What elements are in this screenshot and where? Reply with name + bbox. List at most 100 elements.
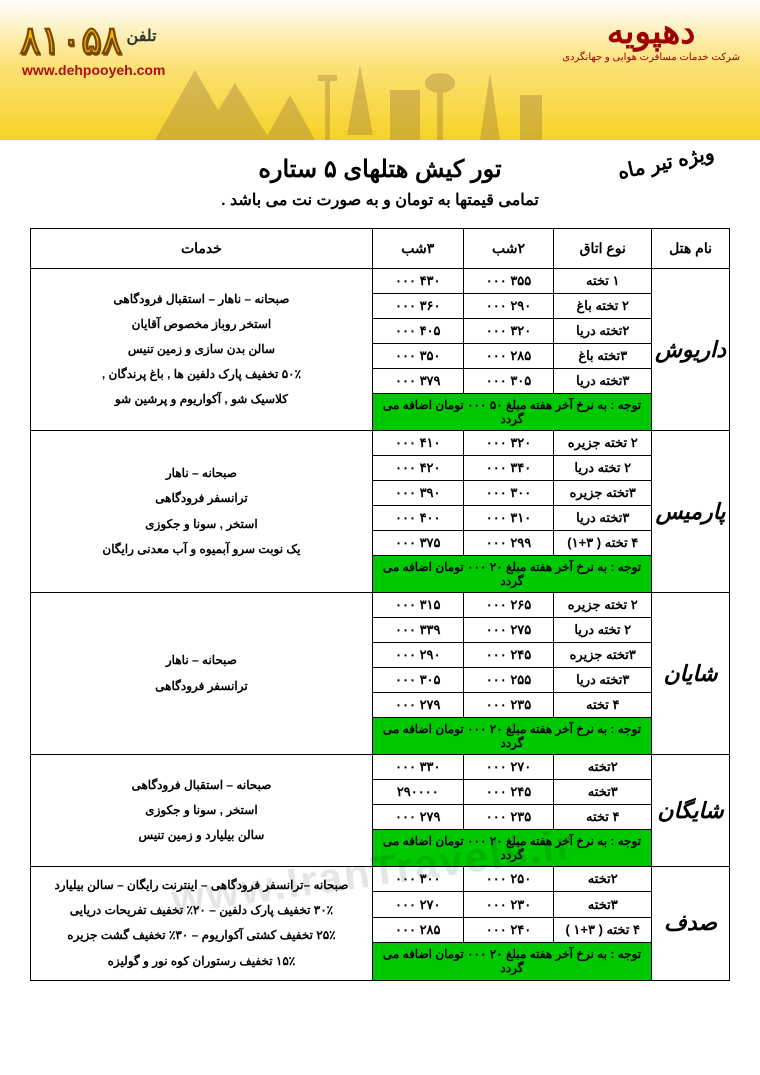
banner: دهپویه شرکت خدمات مسافرت هوایی و جهانگرد… [0,0,760,140]
room-type: ۳تخته دریا [554,506,652,531]
room-type: ۳تخته دریا [554,369,652,394]
price-2night: ۲۷۵ ۰۰۰ [463,618,554,643]
table-header: نام هتل نوع اتاق ۲شب ۳شب خدمات [31,229,730,269]
price-2night: ۳۱۰ ۰۰۰ [463,506,554,531]
services-cell: صبحانه –ترانسفر فرودگاهی – اینترنت رایگا… [31,867,373,981]
price-3night: ۴۱۰ ۰۰۰ [372,431,463,456]
hotel-name: شایگان [652,755,730,867]
price-2night: ۲۷۰ ۰۰۰ [463,755,554,780]
price-3night: ۲۷۹ ۰۰۰ [372,805,463,830]
room-type: ۲ تخته جزیره [554,431,652,456]
price-2night: ۳۲۰ ۰۰۰ [463,431,554,456]
price-row: صدف۲تخته۲۵۰ ۰۰۰۳۰۰ ۰۰۰صبحانه –ترانسفر فر… [31,867,730,892]
brand-name: دهپویه [562,12,740,52]
room-type: ۳تخته دریا [554,668,652,693]
price-3night: ۲۸۵ ۰۰۰ [372,917,463,942]
room-type: ۲ تخته باغ [554,294,652,319]
phone-label: تلفن [127,26,157,46]
hotel-name: شایان [652,593,730,755]
table-body: داریوش۱ تخته۳۵۵ ۰۰۰۴۳۰ ۰۰۰صبحانه – ناهار… [31,269,730,981]
price-2night: ۲۹۹ ۰۰۰ [463,531,554,556]
price-3night: ۲۷۹ ۰۰۰ [372,693,463,718]
note-cell: توجه : به نرخ آخر هفته مبلغ ۲۰ ۰۰۰ تومان… [372,718,651,755]
price-2night: ۳۲۰ ۰۰۰ [463,319,554,344]
price-3night: ۳۹۰ ۰۰۰ [372,481,463,506]
price-2night: ۲۳۵ ۰۰۰ [463,693,554,718]
price-3night: ۴۲۰ ۰۰۰ [372,456,463,481]
price-3night: ۳۶۰ ۰۰۰ [372,294,463,319]
room-type: ۲تخته [554,755,652,780]
price-3night: ۳۵۰ ۰۰۰ [372,344,463,369]
col-hotel: نام هتل [652,229,730,269]
hotel-name: داریوش [652,269,730,431]
note-cell: توجه : به نرخ آخر هفته مبلغ ۲۰ ۰۰۰ تومان… [372,830,651,867]
price-row: شایگان۲تخته۲۷۰ ۰۰۰۳۳۰ ۰۰۰صبحانه – استقبا… [31,755,730,780]
price-2night: ۳۰۰ ۰۰۰ [463,481,554,506]
room-type: ۱ تخته [554,269,652,294]
brand-block: دهپویه شرکت خدمات مسافرت هوایی و جهانگرد… [562,12,740,63]
page: ویژه تیر ماه تور کیش هتلهای ۵ ستاره تمام… [30,140,730,1006]
room-type: ۳تخته جزیره [554,481,652,506]
price-3night: ۲۹۰۰۰۰ [372,780,463,805]
room-type: ۴ تخته [554,805,652,830]
page-subtitle: تمامی قیمتها به تومان و به صورت نت می با… [30,190,730,210]
price-2night: ۲۳۵ ۰۰۰ [463,805,554,830]
price-row: پارمیس۲ تخته جزیره۳۲۰ ۰۰۰۴۱۰ ۰۰۰صبحانه –… [31,431,730,456]
price-3night: ۳۳۹ ۰۰۰ [372,618,463,643]
services-cell: صبحانه – ناهار – استقبال فرودگاهیاستخر ر… [31,269,373,431]
room-type: ۲ تخته جزیره [554,593,652,618]
price-2night: ۲۵۵ ۰۰۰ [463,668,554,693]
price-2night: ۲۴۰ ۰۰۰ [463,917,554,942]
room-type: ۳تخته باغ [554,344,652,369]
room-type: ۲ تخته دریا [554,618,652,643]
room-type: ۳تخته [554,892,652,917]
col-room: نوع اتاق [554,229,652,269]
room-type: ۴ تخته [554,693,652,718]
price-row: شایان۲ تخته جزیره۲۶۵ ۰۰۰۳۱۵ ۰۰۰صبحانه – … [31,593,730,618]
note-cell: توجه : به نرخ آخر هفته مبلغ ۵۰ ۰۰۰ تومان… [372,394,651,431]
price-3night: ۴۳۰ ۰۰۰ [372,269,463,294]
room-type: ۳تخته جزیره [554,643,652,668]
price-3night: ۲۹۰ ۰۰۰ [372,643,463,668]
price-2night: ۳۴۰ ۰۰۰ [463,456,554,481]
price-3night: ۳۱۵ ۰۰۰ [372,593,463,618]
price-2night: ۲۸۵ ۰۰۰ [463,344,554,369]
price-3night: ۳۳۰ ۰۰۰ [372,755,463,780]
price-2night: ۲۳۰ ۰۰۰ [463,892,554,917]
note-cell: توجه : به نرخ آخر هفته مبلغ ۲۰ ۰۰۰ تومان… [372,556,651,593]
phone-block: تلفن ۸۱۰۵۸ [20,18,157,63]
hotel-name: پارمیس [652,431,730,593]
price-2night: ۳۵۵ ۰۰۰ [463,269,554,294]
services-cell: صبحانه – ناهارترانسفر فرودگاهیاستخر , سو… [31,431,373,593]
brand-subtitle: شرکت خدمات مسافرت هوایی و جهانگردی [562,52,740,63]
phone-number: ۸۱۰۵۸ [20,20,122,62]
price-2night: ۲۹۰ ۰۰۰ [463,294,554,319]
hotel-name: صدف [652,867,730,981]
price-2night: ۲۴۵ ۰۰۰ [463,643,554,668]
price-2night: ۲۴۵ ۰۰۰ [463,780,554,805]
price-2night: ۲۵۰ ۰۰۰ [463,867,554,892]
room-type: ۲ تخته دریا [554,456,652,481]
services-cell: صبحانه – ناهارترانسفر فرودگاهی [31,593,373,755]
price-3night: ۳۰۰ ۰۰۰ [372,867,463,892]
services-cell: صبحانه – استقبال فرودگاهیاستخر , سونا و … [31,755,373,867]
col-3night: ۳شب [372,229,463,269]
room-type: ۴ تخته ( ۳+۱) [554,531,652,556]
price-2night: ۳۰۵ ۰۰۰ [463,369,554,394]
col-services: خدمات [31,229,373,269]
price-table: نام هتل نوع اتاق ۲شب ۳شب خدمات داریوش۱ ت… [30,228,730,981]
skyline-graphic [140,65,560,140]
price-2night: ۲۶۵ ۰۰۰ [463,593,554,618]
room-type: ۲تخته دریا [554,319,652,344]
price-3night: ۲۷۰ ۰۰۰ [372,892,463,917]
price-3night: ۴۰۰ ۰۰۰ [372,506,463,531]
room-type: ۴ تخته ( ۳+۱ ) [554,917,652,942]
price-3night: ۳۷۹ ۰۰۰ [372,369,463,394]
room-type: ۲تخته [554,867,652,892]
room-type: ۳تخته [554,780,652,805]
note-cell: توجه : به نرخ آخر هفته مبلغ ۲۰ ۰۰۰ تومان… [372,943,651,981]
col-2night: ۲شب [463,229,554,269]
price-3night: ۳۰۵ ۰۰۰ [372,668,463,693]
price-row: داریوش۱ تخته۳۵۵ ۰۰۰۴۳۰ ۰۰۰صبحانه – ناهار… [31,269,730,294]
price-3night: ۳۷۵ ۰۰۰ [372,531,463,556]
